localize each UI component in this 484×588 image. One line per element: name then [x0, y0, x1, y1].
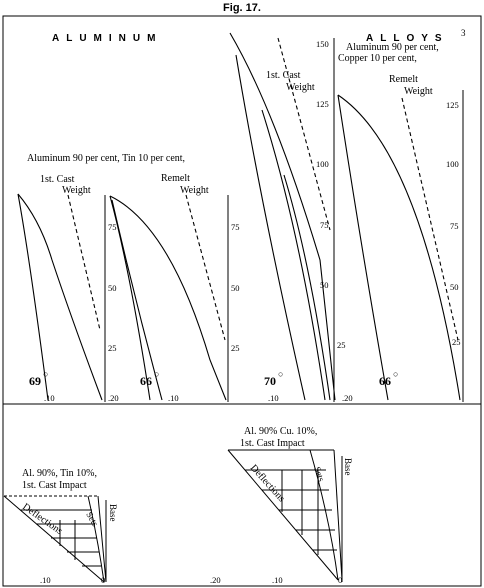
impact-right-title-2: 1st. Cast Impact [240, 438, 305, 449]
y-tick-b-50: 50 [231, 283, 240, 293]
top-curves [17, 32, 461, 401]
y-tick-a-75: 75 [108, 222, 117, 232]
impact-right-sets: Sets [312, 465, 327, 483]
impact-chart-left: Al. 90%, Tin 10%, 1st. Cast Impact Defle… [3, 468, 118, 583]
curve-c2 [235, 54, 306, 401]
x-ticks-top: .10 .20 .10 .20 .10 [44, 393, 353, 403]
curve-d2 [337, 94, 389, 401]
curve-a2 [17, 193, 49, 401]
y-tick-d-50: 50 [450, 282, 459, 292]
alloy-label-left: Aluminum 90 per cent, Tin 10 per cent, [27, 153, 185, 164]
impact-left-outer-line [97, 495, 107, 583]
y-tick-c-50: 50 [320, 280, 329, 290]
weight-line-a [67, 194, 101, 331]
degree-b: ○ [154, 369, 159, 379]
top-axes [104, 38, 464, 402]
curve-c1 [229, 32, 336, 401]
y-tick-a-50: 50 [108, 283, 117, 293]
x-tick-bottom-5: 0 [338, 575, 342, 585]
impact-left-deflection-edge [3, 495, 105, 583]
x-tick-bottom-2: 0 [101, 575, 105, 585]
y-tick-d-25: 25 [452, 337, 461, 347]
x-tick-bottom-1: .10 [40, 575, 51, 585]
heading-left: ALUMINUM [52, 33, 162, 44]
weight-label-a: Weight [62, 185, 91, 196]
y-tick-c-100: 100 [316, 159, 329, 169]
first-cast-label-a: 1st. Cast [40, 174, 75, 185]
x-tick-top-1: .10 [44, 393, 55, 403]
weight-label-b: Weight [180, 185, 209, 196]
heading-mark: 3 [461, 28, 466, 38]
x-tick-top-5: .10 [268, 393, 279, 403]
impact-left-base: Base [108, 504, 118, 522]
weight-line-b [185, 194, 226, 341]
x-tick-top-4: .20 [342, 393, 353, 403]
temperature-b: 66 [140, 374, 152, 388]
heading-right: ALLOYS [366, 33, 449, 44]
impact-left-title-2: 1st. Cast Impact [22, 480, 87, 491]
first-cast-label-c: 1st. Cast [266, 70, 301, 81]
impact-right-deflections: Deflections [248, 463, 287, 505]
impact-right-title-1: Al. 90% Cu. 10%, [244, 426, 317, 437]
alloy-label-right-1: Aluminum 90 per cent, [346, 42, 439, 53]
impact-right-sets-edge [309, 449, 339, 581]
curve-d1 [337, 94, 461, 401]
degree-d: ○ [393, 369, 398, 379]
impact-left-sets-edge [87, 495, 105, 583]
weight-label-c: Weight [286, 82, 315, 93]
temperature-c: 70 [264, 374, 276, 388]
curve-b3 [111, 199, 163, 401]
x-tick-bottom-3: .20 [210, 575, 221, 585]
x-tick-top-2: .20 [108, 393, 119, 403]
curve-a1 [17, 193, 103, 401]
impact-left-title-1: Al. 90%, Tin 10%, [22, 468, 97, 479]
curve-c4 [283, 174, 331, 401]
y-tick-d-125: 125 [446, 100, 459, 110]
figure-title: Fig. 17. [223, 2, 261, 14]
alloy-label-right-2: Copper 10 per cent, [338, 53, 417, 64]
y-tick-a-25: 25 [108, 343, 117, 353]
curve-b2 [109, 195, 151, 401]
x-ticks-bottom: .10 0 .20 .10 0 [40, 575, 342, 585]
impact-left-sets: Sets [84, 510, 100, 528]
weight-line-d [401, 97, 459, 341]
figure-frame [2, 15, 482, 587]
y-tick-c-25: 25 [337, 340, 346, 350]
y-tick-c-75: 75 [320, 220, 329, 230]
weight-label-d: Weight [404, 86, 433, 97]
curve-c3 [261, 109, 326, 401]
impact-right-base: Base [343, 458, 353, 476]
y-tick-c-150: 150 [316, 39, 329, 49]
curve-b1 [109, 195, 227, 401]
y-tick-b-25: 25 [231, 343, 240, 353]
weight-line-c [277, 37, 331, 231]
impact-left-deflections: Deflections [20, 501, 64, 537]
y-tick-b-75: 75 [231, 222, 240, 232]
remelt-label-d: Remelt [389, 74, 418, 85]
y-tick-c-125: 125 [316, 99, 329, 109]
x-tick-top-3: .10 [168, 393, 179, 403]
impact-right-outer-line [333, 449, 343, 581]
remelt-label-b: Remelt [161, 173, 190, 184]
temperature-a: 69 [29, 374, 41, 388]
impact-right-deflection-edge [227, 449, 339, 581]
impact-chart-right: Al. 90% Cu. 10%, 1st. Cast Impact Deflec… [227, 426, 353, 582]
degree-c: ○ [278, 369, 283, 379]
y-tick-d-75: 75 [450, 221, 459, 231]
x-tick-bottom-4: .10 [272, 575, 283, 585]
temperature-d: 66 [379, 374, 391, 388]
y-ticks: 25 50 75 25 50 75 25 50 75 100 125 150 2… [108, 39, 461, 353]
y-tick-d-100: 100 [446, 159, 459, 169]
degree-a: ○ [43, 369, 48, 379]
